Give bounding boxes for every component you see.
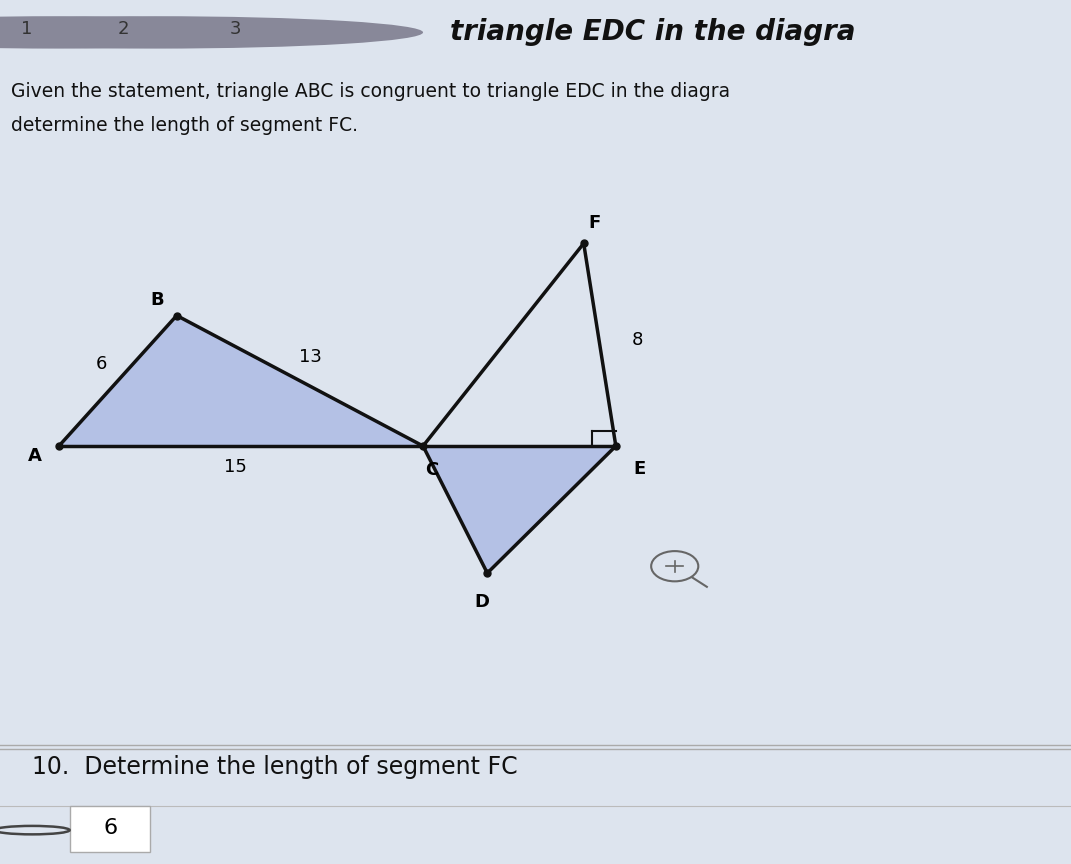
Circle shape [0, 16, 327, 48]
Text: 6: 6 [103, 817, 118, 838]
Text: E: E [633, 460, 646, 478]
Text: C: C [425, 461, 438, 479]
FancyBboxPatch shape [70, 806, 150, 852]
Text: 8: 8 [632, 331, 643, 348]
Text: 3: 3 [230, 20, 241, 38]
Text: 1: 1 [21, 20, 32, 38]
Text: B: B [151, 291, 164, 309]
Polygon shape [423, 446, 616, 573]
Text: F: F [588, 213, 601, 232]
Text: D: D [474, 593, 489, 611]
Text: 10.  Determine the length of segment FC: 10. Determine the length of segment FC [32, 755, 517, 779]
Text: determine the length of segment FC.: determine the length of segment FC. [11, 117, 358, 136]
Text: A: A [29, 448, 42, 466]
Text: Given the statement, triangle ABC is congruent to triangle EDC in the diagra: Given the statement, triangle ABC is con… [11, 82, 729, 101]
Text: triangle EDC in the diagra: triangle EDC in the diagra [450, 18, 856, 47]
Text: 2: 2 [118, 20, 129, 38]
Text: 6: 6 [96, 354, 107, 372]
Text: 13: 13 [299, 347, 322, 365]
Polygon shape [59, 315, 423, 446]
Text: 15: 15 [224, 458, 247, 475]
Circle shape [0, 16, 423, 48]
